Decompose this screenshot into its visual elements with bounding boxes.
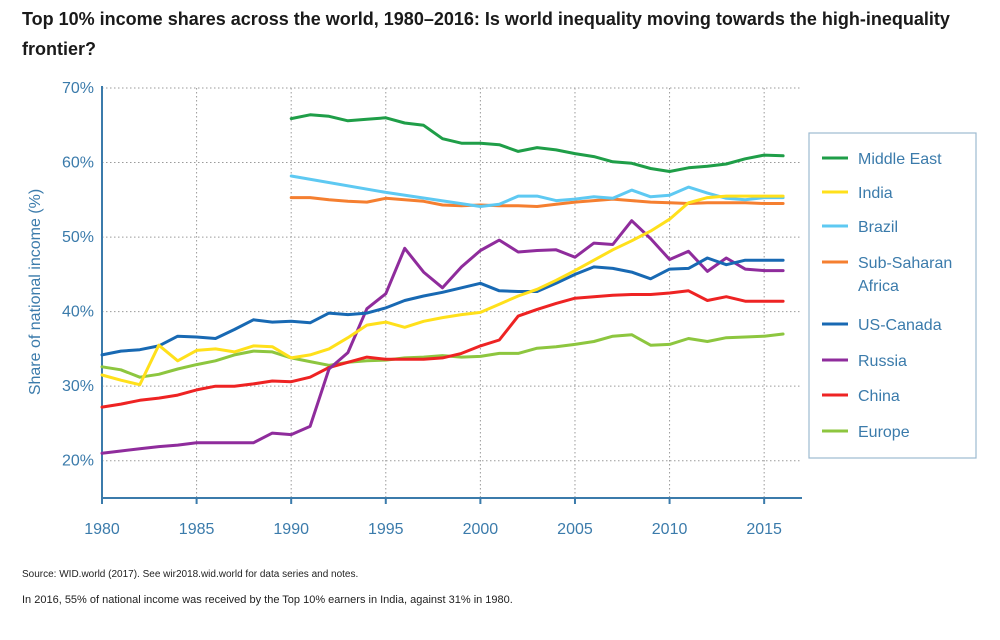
y-tick-label: 30% (62, 378, 94, 395)
legend-label-india: India (858, 185, 893, 202)
y-tick-label: 50% (62, 229, 94, 246)
legend-label-middle-east: Middle East (858, 151, 942, 168)
series-line-us-canada (100, 256, 785, 357)
x-tick-label: 2015 (746, 521, 782, 538)
x-tick-label: 1990 (273, 521, 309, 538)
series-line-middle-east (289, 113, 785, 173)
legend-label-sub-saharan-africa: Sub-Saharan Africa (858, 255, 952, 295)
series-line-russia (100, 219, 785, 455)
series-line-sub-saharan-africa (289, 196, 785, 208)
x-tick-label: 1985 (179, 521, 215, 538)
y-tick-label: 20% (62, 453, 94, 470)
y-tick-label: 70% (62, 80, 94, 97)
x-tick-label: 1995 (368, 521, 404, 538)
legend-label-brazil: Brazil (858, 219, 898, 236)
y-tick-label: 40% (62, 304, 94, 321)
legend: Middle East India Brazil Sub-Saharan Africa U… (808, 132, 977, 459)
series-line-china (100, 289, 785, 409)
x-tick-label: 2000 (463, 521, 499, 538)
x-axis-ticks: 1980 1985 1990 1995 2000 2005 2010 2015 (84, 498, 782, 538)
legend-label-russia: Russia (858, 353, 907, 370)
series-line-europe (100, 332, 785, 379)
y-axis-ticks: 20% 30% 40% 50% 60% 70% (62, 80, 94, 470)
legend-label-europe: Europe (858, 424, 910, 441)
x-tick-label: 2010 (652, 521, 688, 538)
caption-note: In 2016, 55% of national income was rece… (22, 594, 513, 606)
y-tick-label: 60% (62, 155, 94, 172)
legend-label-us-canada: US-Canada (858, 317, 942, 334)
y-axis-title: Share of national income (%) (27, 189, 44, 395)
source-note: Source: WID.world (2017). See wir2018.wi… (22, 569, 359, 580)
x-tick-label: 1980 (84, 521, 120, 538)
chart-title: Top 10% income shares across the world, … (22, 9, 950, 59)
series-line-india (100, 194, 785, 387)
legend-label-china: China (858, 388, 900, 405)
grid (102, 87, 802, 498)
series-line-brazil (289, 174, 785, 208)
axes (101, 86, 802, 499)
series-lines (100, 113, 785, 455)
x-tick-label: 2005 (557, 521, 593, 538)
legend-box (808, 132, 977, 459)
